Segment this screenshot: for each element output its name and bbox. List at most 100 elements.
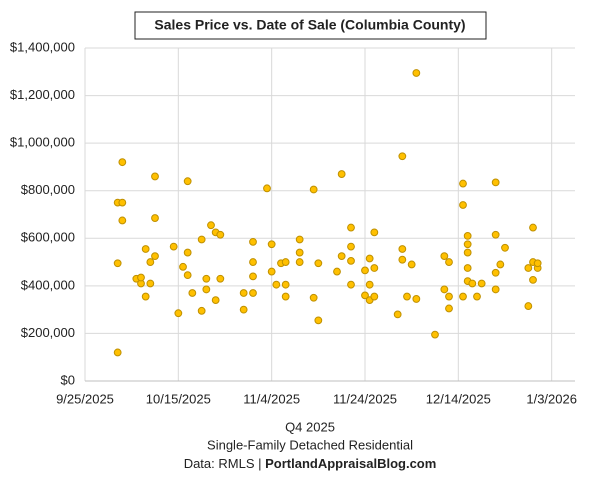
point bbox=[463, 264, 472, 272]
point bbox=[524, 264, 533, 272]
point bbox=[263, 184, 271, 193]
x-tick-label: 11/4/2025 bbox=[243, 391, 300, 406]
point bbox=[440, 252, 449, 261]
point bbox=[239, 289, 248, 297]
x-tick-label: 11/24/2025 bbox=[333, 391, 397, 406]
point bbox=[309, 293, 318, 302]
point bbox=[337, 170, 346, 178]
point bbox=[398, 255, 407, 264]
point bbox=[207, 221, 215, 230]
point bbox=[141, 245, 150, 253]
point bbox=[491, 230, 500, 239]
point bbox=[407, 260, 416, 269]
point bbox=[459, 179, 467, 188]
y-tick-label: $0 bbox=[61, 372, 75, 387]
point bbox=[137, 273, 145, 282]
point bbox=[459, 292, 467, 301]
point bbox=[295, 235, 304, 244]
point bbox=[370, 264, 379, 272]
point bbox=[533, 259, 542, 268]
point bbox=[118, 216, 127, 225]
point bbox=[365, 280, 374, 289]
point bbox=[118, 158, 127, 167]
y-tick-label: $1,000,000 bbox=[10, 135, 75, 150]
point bbox=[529, 223, 537, 232]
source: Data: RMLS | PortlandAppraisalBlog.com bbox=[184, 456, 437, 471]
chart-title: Sales Price vs. Date of Sale (Columbia C… bbox=[154, 17, 465, 33]
point bbox=[188, 289, 197, 297]
point bbox=[281, 292, 290, 301]
point bbox=[361, 266, 369, 275]
point bbox=[183, 248, 192, 257]
point bbox=[216, 274, 225, 283]
y-tick-label: $400,000 bbox=[21, 277, 75, 292]
point bbox=[151, 172, 159, 181]
point bbox=[370, 228, 379, 237]
point bbox=[295, 248, 304, 257]
point bbox=[174, 309, 183, 318]
point bbox=[337, 252, 346, 261]
source-site: PortlandAppraisalBlog.com bbox=[265, 456, 436, 471]
y-tick-label: $200,000 bbox=[21, 325, 75, 340]
point bbox=[412, 69, 421, 77]
point bbox=[118, 198, 127, 207]
point bbox=[113, 259, 122, 268]
point bbox=[361, 291, 369, 300]
point bbox=[365, 254, 374, 263]
x-tick-label: 1/3/2026 bbox=[526, 391, 577, 406]
point bbox=[211, 296, 220, 305]
point bbox=[398, 152, 407, 161]
point bbox=[309, 185, 318, 194]
point bbox=[239, 305, 248, 314]
x-tick-label: 12/14/2025 bbox=[426, 391, 491, 406]
point bbox=[314, 316, 323, 325]
point bbox=[179, 262, 187, 271]
point bbox=[202, 274, 211, 283]
source-text: Data: RMLS | bbox=[184, 456, 262, 471]
y-tick-label: $1,200,000 bbox=[10, 87, 75, 102]
point bbox=[169, 242, 178, 251]
point bbox=[440, 285, 449, 294]
point bbox=[473, 292, 481, 301]
x-tick-label: 10/15/2025 bbox=[146, 391, 211, 406]
point bbox=[459, 201, 467, 209]
point bbox=[197, 235, 206, 244]
point bbox=[146, 279, 155, 288]
point bbox=[113, 348, 122, 357]
point bbox=[333, 267, 341, 276]
point bbox=[468, 279, 477, 288]
point bbox=[463, 240, 472, 249]
point bbox=[347, 280, 355, 289]
point bbox=[529, 276, 537, 284]
point bbox=[249, 289, 257, 297]
point bbox=[370, 292, 379, 301]
point bbox=[403, 292, 411, 301]
point bbox=[347, 242, 355, 251]
point bbox=[197, 306, 206, 315]
point bbox=[445, 292, 453, 301]
point bbox=[393, 310, 402, 319]
point bbox=[491, 178, 500, 187]
x-tick-label: 9/25/2025 bbox=[56, 391, 114, 406]
point bbox=[216, 230, 225, 239]
point bbox=[398, 245, 407, 253]
point bbox=[272, 280, 281, 289]
point bbox=[477, 279, 486, 288]
point bbox=[249, 237, 257, 246]
y-tick-label: $1,400,000 bbox=[10, 39, 75, 54]
point bbox=[491, 268, 500, 277]
point bbox=[151, 252, 159, 261]
point bbox=[491, 285, 500, 294]
point bbox=[249, 272, 257, 281]
point bbox=[463, 232, 472, 240]
point bbox=[347, 256, 355, 265]
point bbox=[281, 258, 290, 266]
point bbox=[267, 240, 276, 249]
point bbox=[249, 258, 257, 266]
point bbox=[501, 243, 509, 252]
point bbox=[281, 280, 290, 289]
point bbox=[314, 259, 323, 268]
point bbox=[141, 292, 150, 301]
point bbox=[524, 302, 533, 310]
